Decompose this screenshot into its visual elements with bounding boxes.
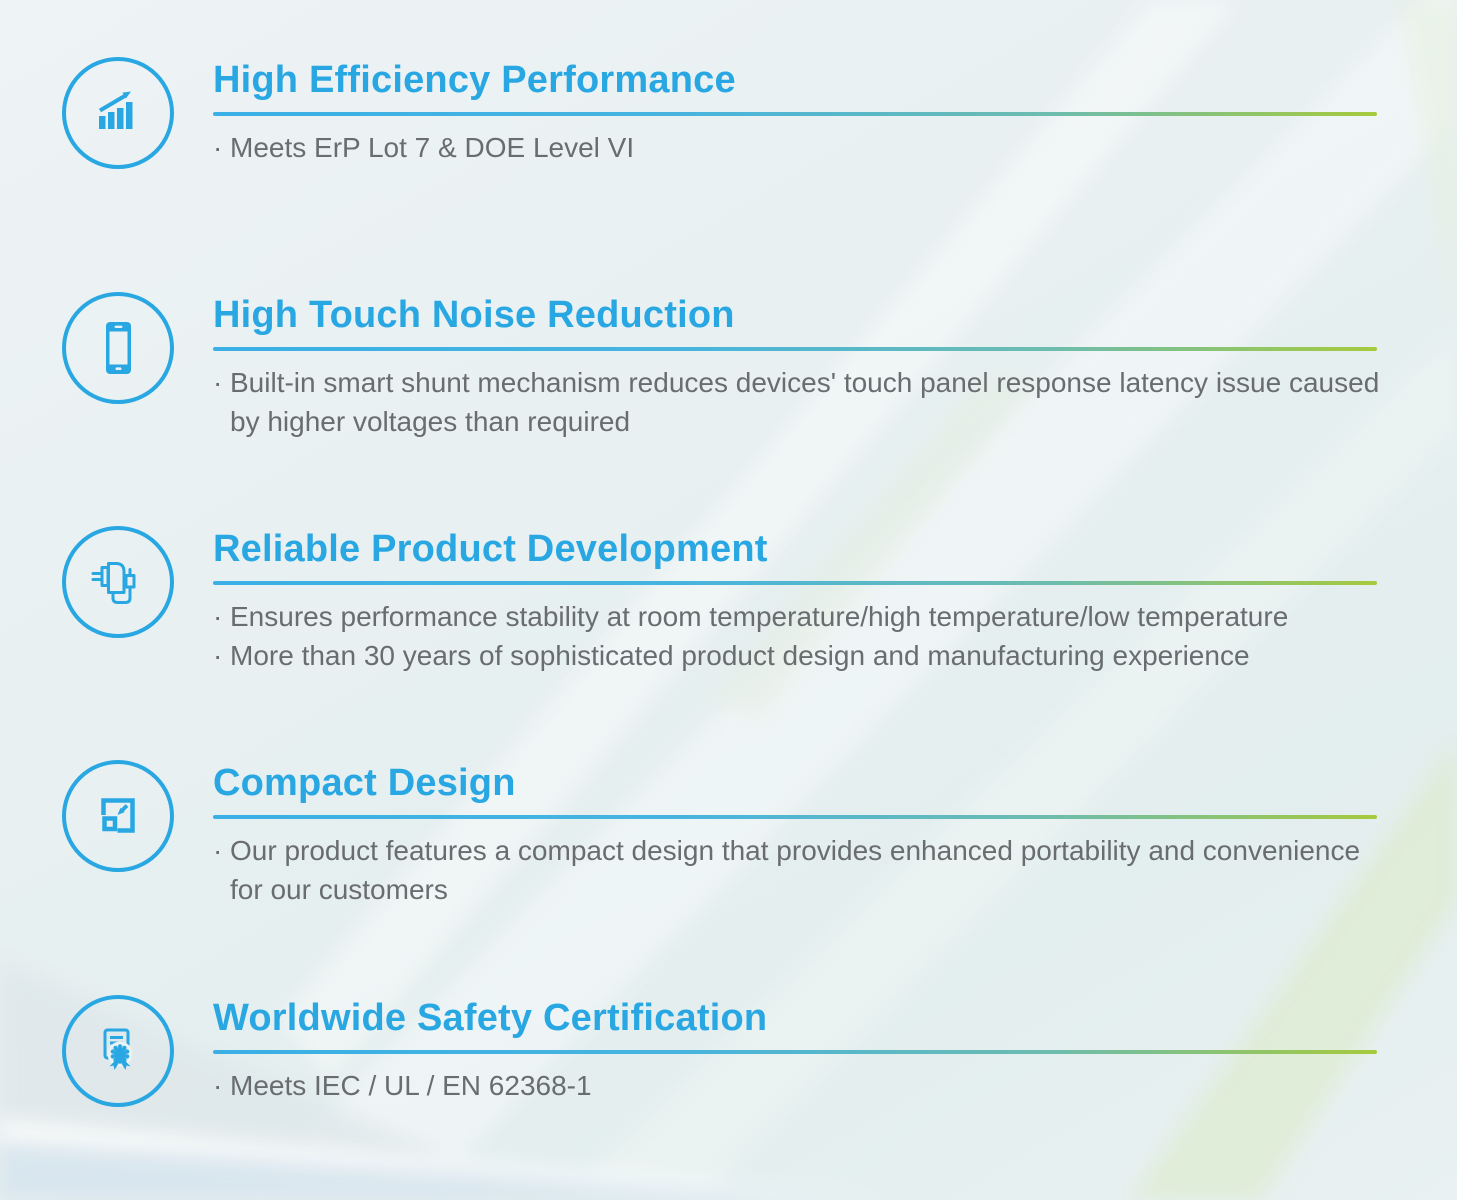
feature-section-high-efficiency: High Efficiency Performance · Meets ErP … bbox=[62, 57, 1381, 169]
compact-design-icon bbox=[62, 760, 174, 872]
title-underline bbox=[213, 1050, 1377, 1054]
feature-bullet: · Our product features a compact design … bbox=[213, 835, 1361, 905]
feature-bullet: · More than 30 years of sophisticated pr… bbox=[213, 640, 1250, 671]
feature-section-compact-design: Compact Design · Our product features a … bbox=[62, 760, 1381, 909]
feature-section-reliable-development: Reliable Product Development · Ensures p… bbox=[62, 526, 1381, 675]
feature-bullet: · Built-in smart shunt mechanism reduces… bbox=[213, 367, 1380, 437]
title-underline bbox=[213, 815, 1377, 819]
title-underline bbox=[213, 112, 1377, 116]
feature-title: Worldwide Safety Certification bbox=[213, 997, 768, 1039]
smartphone-icon bbox=[62, 292, 174, 404]
feature-section-touch-noise: High Touch Noise Reduction · Built-in sm… bbox=[62, 292, 1381, 441]
feature-title: Compact Design bbox=[213, 762, 516, 804]
feature-title: High Efficiency Performance bbox=[213, 59, 736, 101]
feature-bullet: · Meets ErP Lot 7 & DOE Level VI bbox=[213, 132, 635, 163]
feature-bullet: · Ensures performance stability at room … bbox=[213, 601, 1289, 632]
feature-title: High Touch Noise Reduction bbox=[213, 294, 735, 336]
feature-section-safety-certification: Worldwide Safety Certification · Meets I… bbox=[62, 995, 1381, 1107]
title-underline bbox=[213, 347, 1377, 351]
title-underline bbox=[213, 581, 1377, 585]
feature-bullet: · Meets IEC / UL / EN 62368-1 bbox=[213, 1070, 592, 1101]
certificate-icon bbox=[62, 995, 174, 1107]
bar-chart-arrow-icon bbox=[62, 57, 174, 169]
feature-title: Reliable Product Development bbox=[213, 528, 768, 570]
power-adapter-icon bbox=[62, 526, 174, 638]
